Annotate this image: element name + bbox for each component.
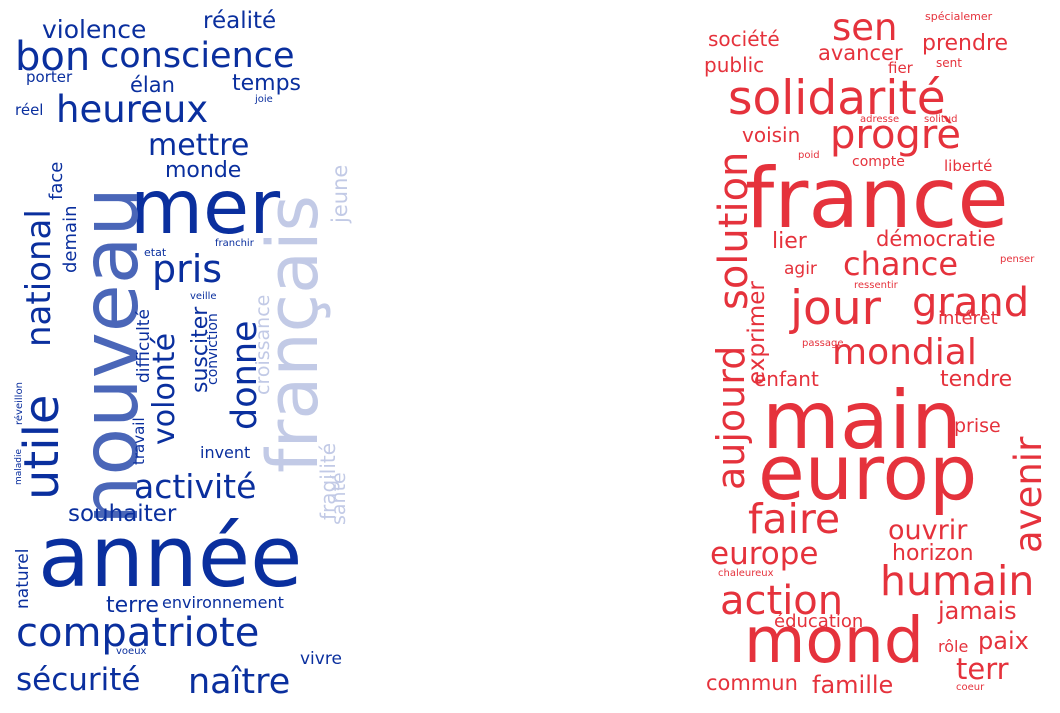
right-word-avenir: avenir [1007, 436, 1050, 553]
right-word-mond: mond [744, 604, 924, 677]
left-word-compatriote: compatriote [16, 610, 260, 656]
right-word-public: public [704, 53, 765, 77]
right-word-chance: chance [843, 245, 959, 283]
left-word-environnement: environnement [162, 593, 284, 612]
left-word-mer: mer [130, 163, 281, 251]
right-word-enfant: enfant [754, 367, 819, 391]
right-word-agir: agir [784, 259, 817, 279]
left-word-volonte: volonté [147, 332, 182, 445]
right-word-coeur: coeur [956, 682, 985, 693]
left-word-travail: travail [130, 417, 148, 465]
right-word-education: éducation [774, 611, 864, 632]
left-word-sante: santé [328, 472, 350, 525]
left-word-porter: porter [26, 68, 73, 86]
right-word-commun: commun [706, 671, 798, 695]
right-word-prise: prise [954, 415, 1001, 437]
left-word-utile: utile [14, 394, 70, 500]
right-word-terr: terr [956, 652, 1009, 686]
left-word-naitre: naître [188, 662, 291, 702]
right-word-jour: jour [790, 281, 881, 336]
left-word-pris: pris [152, 247, 223, 291]
left-word-annee: année [38, 508, 303, 607]
left-word-naturel: naturel [13, 548, 33, 609]
left-word-national: national [19, 209, 59, 347]
left-word-voeux: voeux [116, 646, 147, 657]
right-word-passage: passage [802, 338, 844, 349]
right-word-horizon: horizon [892, 541, 974, 566]
right-word-grand: grand [912, 280, 1030, 326]
left-word-franchir: franchir [215, 238, 254, 249]
left-word-securite: sécurité [16, 662, 141, 698]
right-word-prendre: prendre [922, 31, 1009, 56]
left-word-terre: terre [106, 593, 159, 618]
right-word-mondial: mondial [832, 332, 977, 373]
right-word-role: rôle [938, 637, 969, 656]
right-word-interet: intérêt [938, 308, 998, 329]
left-word-etat: etat [144, 246, 167, 259]
left-word-conscience: conscience [100, 36, 295, 76]
right-word-sen: sen [832, 6, 898, 49]
word-cloud-right: spécialemer société sen prendre avancer publi… [700, 5, 1050, 705]
right-word-fier: fier [888, 59, 913, 77]
right-word-societe: société [708, 27, 780, 51]
right-word-paix: paix [978, 627, 1029, 655]
right-word-ouvrir: ouvrir [888, 515, 968, 546]
right-word-chaleureux: chaleureux [718, 568, 774, 579]
right-word-sent: sent [936, 56, 962, 70]
left-word-maladie: maladie [14, 448, 24, 485]
left-word-jeune: jeune [328, 164, 352, 223]
left-word-demain: demain [60, 205, 81, 273]
right-word-jamais: jamais [938, 597, 1017, 625]
left-word-joie: joie [255, 94, 273, 105]
left-word-activite: activité [134, 467, 257, 506]
right-word-europ: europ [758, 428, 978, 517]
left-word-mettre: mettre [148, 128, 250, 163]
left-word-reveillon: réveillon [14, 382, 25, 425]
left-word-realite: réalité [203, 8, 277, 34]
right-word-tendre: tendre [940, 367, 1013, 392]
left-word-conviction: conviction [205, 313, 221, 385]
left-word-souhaiter: souhaiter [68, 501, 177, 527]
left-word-elan: élan [130, 73, 175, 97]
right-word-france: france [745, 150, 1009, 247]
right-word-humain: humain [880, 557, 1035, 605]
right-word-solidarite: solidarité [728, 71, 946, 126]
left-word-reel: réel [15, 101, 44, 119]
left-word-vivre: vivre [300, 649, 342, 669]
left-word-violence: violence [42, 15, 147, 44]
left-word-face: face [46, 161, 67, 200]
right-word-ressentir: ressentir [854, 280, 898, 291]
right-word-europe: europe [710, 536, 819, 572]
right-word-liberte: liberté [944, 157, 993, 175]
left-word-heureux: heureux [56, 88, 209, 131]
right-word-specialemer: spécialemer [925, 10, 993, 23]
right-word-action: action [720, 578, 844, 624]
left-word-temps: temps [232, 71, 302, 96]
right-word-penser: penser [1000, 254, 1035, 265]
left-word-donne: donne [225, 320, 265, 430]
right-word-avancer: avancer [818, 41, 903, 65]
right-word-faire: faire [748, 495, 841, 543]
right-word-poid: poid [798, 150, 820, 161]
right-word-compte: compte [852, 154, 905, 170]
right-word-democratie: démocratie [876, 227, 996, 251]
word-cloud-left: violence réalité bon conscience porter élan te… [10, 5, 362, 705]
right-word-famille: famille [812, 671, 894, 699]
right-word-lier: lier [772, 229, 807, 254]
left-word-invent: invent [200, 443, 251, 462]
right-word-voisin: voisin [742, 123, 801, 147]
left-word-monde: monde [165, 158, 242, 183]
right-word-progre: progrè [830, 112, 961, 158]
left-word-veille: veille [190, 291, 217, 302]
right-word-main: main [762, 374, 962, 467]
left-word-bon: bon [15, 34, 91, 80]
right-word-solitud: solitud [924, 114, 958, 125]
right-word-adresse: adresse [860, 114, 900, 125]
